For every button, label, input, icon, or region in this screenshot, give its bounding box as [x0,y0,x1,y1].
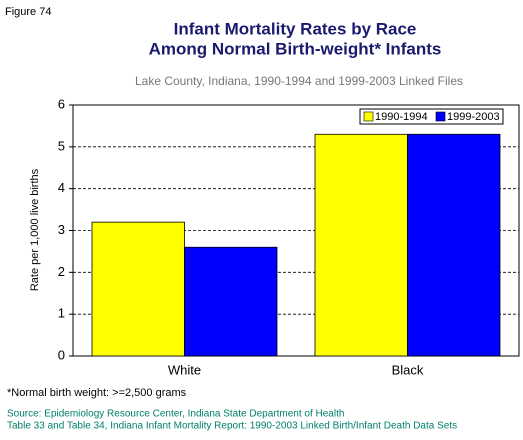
y-tick-label: 2 [58,264,65,279]
figure-label: Figure 74 [5,6,51,18]
x-tick-label: Black [392,362,424,377]
y-tick-label: 3 [58,222,65,237]
legend-box [359,108,504,125]
legend-label: 1999-2003 [447,111,500,123]
bar [407,133,501,357]
chart-subtitle: Lake County, Indiana, 1990-1994 and 1999… [135,74,463,88]
y-tick-label: 0 [58,347,65,362]
y-tick-label: 4 [58,180,65,195]
y-tick-label: 6 [58,96,65,111]
legend-swatch [363,111,374,122]
chart-title: Among Normal Birth-weight* Infants [149,39,442,58]
bar [184,246,278,357]
bar [91,221,185,357]
bar [314,133,408,357]
y-axis-label: Rate per 1,000 live births [29,168,41,291]
y-tick-label: 1 [58,306,65,321]
legend-label: 1990-1994 [375,111,428,123]
x-tick-label: White [168,362,201,377]
source: Table 33 and Table 34, Indiana Infant Mo… [7,421,457,432]
legend-swatch [435,111,446,122]
source: Source: Epidemiology Resource Center, In… [7,409,344,420]
footnote: *Normal birth weight: >=2,500 grams [7,387,187,399]
y-tick-label: 5 [58,138,65,153]
chart-title: Infant Mortality Rates by Race [174,19,417,38]
